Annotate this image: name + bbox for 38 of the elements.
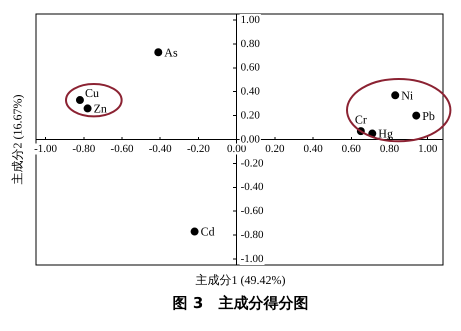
x-tick-label: 0.00 xyxy=(227,142,247,155)
point xyxy=(391,91,400,100)
x-tick-label: 0.80 xyxy=(380,142,400,155)
x-tick-label: -0.60 xyxy=(110,142,134,155)
point xyxy=(76,96,84,104)
annotation: Cr xyxy=(354,112,367,126)
y-axis-title: 主成分2 (16.67%) xyxy=(10,94,26,184)
annotation: Ni xyxy=(401,88,414,102)
x-tick-label: -1.00 xyxy=(34,142,58,155)
x-tick-label: 0.20 xyxy=(265,142,285,155)
x-axis-title: 主成分1 (49.42%) xyxy=(194,272,286,289)
y-tick-label: 0.40 xyxy=(240,86,260,98)
y-tick-label: 1.00 xyxy=(240,14,260,26)
point xyxy=(412,112,420,120)
x-tick-label: -0.80 xyxy=(72,142,96,155)
y-tick-label: -0.80 xyxy=(240,229,264,242)
y-tick-label: -0.20 xyxy=(240,157,264,170)
y-tick-label: -1.00 xyxy=(240,252,264,265)
annotation: Zn xyxy=(94,102,107,116)
y-tick-label: -0.60 xyxy=(240,205,264,218)
point xyxy=(154,48,162,56)
annotation: Pb xyxy=(422,108,435,123)
x-tick-label: 0.60 xyxy=(342,142,362,155)
y-tick-label: 0.60 xyxy=(240,62,260,74)
point xyxy=(84,104,92,112)
x-tick-label: 0.40 xyxy=(303,142,324,155)
point xyxy=(190,228,199,236)
x-tick-label: -0.20 xyxy=(186,142,210,155)
y-tick-label: -0.40 xyxy=(240,181,264,194)
x-tick-label: 1.00 xyxy=(418,142,438,155)
text: 图 3 主成分得分图 xyxy=(172,294,310,313)
annotation: Cd xyxy=(200,224,215,239)
annotation: As xyxy=(164,45,178,60)
annotation: Cu xyxy=(84,86,99,100)
y-tick-label: 0.00 xyxy=(240,133,260,146)
x-tick-label: -0.40 xyxy=(148,142,172,155)
y-tick-label: 0.20 xyxy=(240,109,260,122)
y-tick-label: 0.80 xyxy=(240,38,260,50)
